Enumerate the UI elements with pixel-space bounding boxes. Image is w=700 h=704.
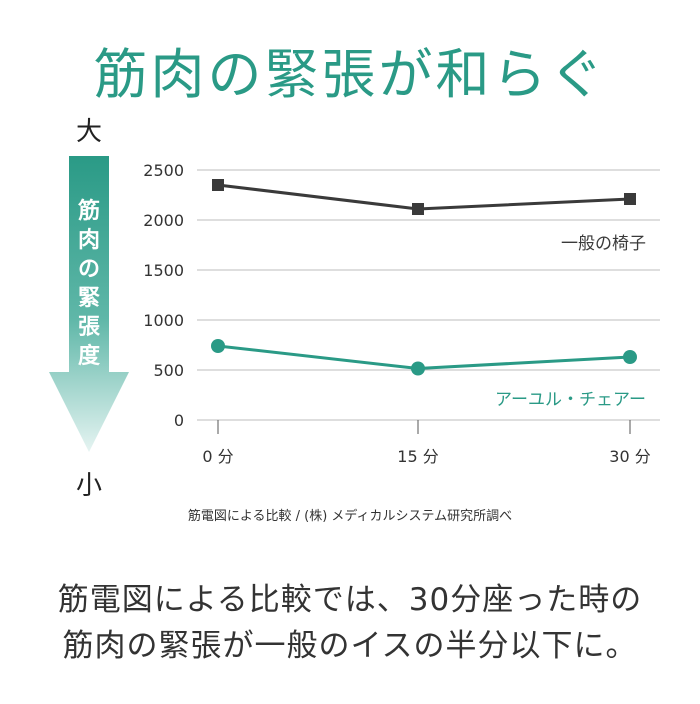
- series-label: アーユル・チェアー: [495, 390, 646, 410]
- data-point: [212, 179, 224, 191]
- grid: [197, 169, 660, 421]
- arrow-label-char: 肉: [78, 228, 100, 253]
- source-note: 筋電図による比較 / (株) メディカルシステム研究所調べ: [187, 509, 513, 524]
- x-tick-label: 0 分: [202, 447, 233, 466]
- y-tick-label: 1500: [143, 261, 184, 280]
- y-tick-label: 0: [174, 411, 184, 430]
- x-tick-label: 15 分: [397, 447, 438, 466]
- data-point: [624, 193, 636, 205]
- y-tick-label: 2500: [143, 161, 184, 180]
- caption: 筋電図による比較では、30分座った時の 筋肉の緊張が一般のイスの半分以下に。: [0, 577, 700, 669]
- arrow-label-char: 緊: [78, 286, 100, 311]
- data-point: [412, 203, 424, 215]
- data-point: [411, 361, 425, 376]
- y-tick-label: 500: [153, 361, 184, 380]
- data-point: [623, 350, 637, 364]
- page-title: 筋肉の緊張が和らぐ: [93, 43, 607, 106]
- x-tick-labels: 0 分 15 分 30 分: [202, 420, 651, 466]
- arrow-label-char: の: [78, 257, 100, 282]
- arrow-label-char: 度: [78, 343, 101, 369]
- data-point: [211, 339, 225, 353]
- tension-arrow: [49, 156, 129, 452]
- caption-line-2: 筋肉の緊張が一般のイスの半分以下に。: [62, 628, 638, 664]
- y-tick-label: 2000: [143, 211, 184, 230]
- y-tick-label: 1000: [143, 311, 184, 330]
- y-top-label: 大: [76, 117, 102, 147]
- series-label: 一般の椅子: [561, 234, 646, 254]
- series: [211, 179, 637, 376]
- x-tick-label: 30 分: [609, 447, 650, 466]
- caption-line-1: 筋電図による比較では、30分座った時の: [57, 582, 643, 618]
- y-tick-labels: 0 500 1000 1500 2000 2500: [143, 161, 184, 430]
- y-bottom-label: 小: [76, 471, 102, 501]
- arrow-label-char: 筋: [77, 198, 100, 224]
- arrow-label-char: 張: [78, 315, 101, 340]
